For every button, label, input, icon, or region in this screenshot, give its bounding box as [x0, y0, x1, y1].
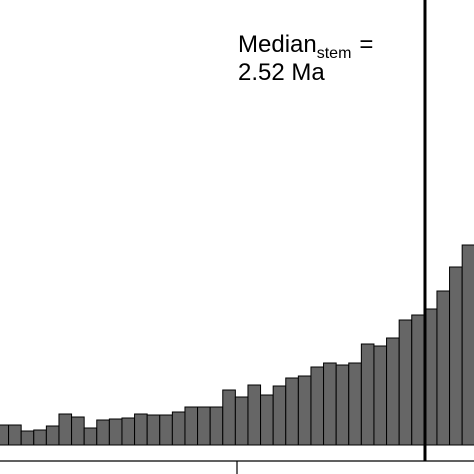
bar [134, 413, 148, 446]
bar [45, 425, 60, 446]
annotation-name: Median [238, 31, 317, 58]
bar [260, 394, 274, 446]
bar [234, 396, 249, 446]
bar [297, 375, 312, 446]
bar [360, 343, 375, 446]
bar [108, 418, 123, 446]
bar [146, 414, 161, 446]
bar [8, 424, 22, 446]
bar [20, 430, 35, 446]
bar [285, 377, 299, 446]
bar [310, 366, 325, 446]
bar [71, 416, 85, 446]
bar [247, 384, 262, 446]
bar [83, 427, 98, 446]
bar [272, 385, 287, 446]
bar [335, 364, 350, 446]
bar [449, 266, 463, 446]
bar [386, 337, 400, 446]
bar [398, 319, 413, 446]
bar [348, 362, 362, 446]
bar [373, 345, 388, 446]
bar [159, 414, 173, 446]
bar [184, 406, 199, 446]
bar [436, 290, 451, 446]
bar [96, 419, 110, 446]
bar [323, 362, 337, 446]
bar [411, 314, 425, 446]
bar [222, 389, 236, 446]
bar [58, 413, 73, 446]
bar [197, 406, 211, 446]
bar [171, 411, 186, 446]
bar [209, 406, 224, 446]
annotation-subscript: stem [317, 45, 352, 62]
annotation-equals: = [359, 31, 373, 58]
annotation: Medianstem = [238, 31, 373, 62]
bar [0, 424, 10, 446]
annotation-value: 2.52 Ma [238, 59, 325, 86]
bar [121, 417, 136, 446]
bar [461, 244, 474, 446]
bar [33, 429, 47, 446]
bars [0, 244, 474, 446]
